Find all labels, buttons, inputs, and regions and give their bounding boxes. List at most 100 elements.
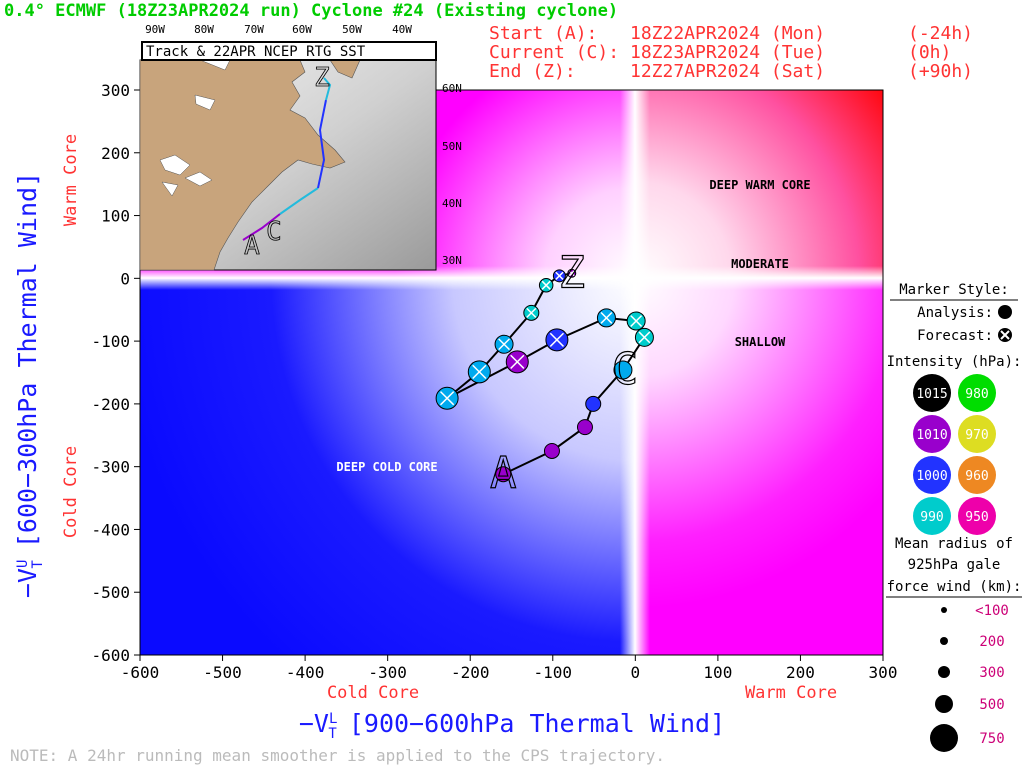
info-offset: (0h) <box>908 42 951 63</box>
quadrant <box>635 278 883 655</box>
x-tick-label: 100 <box>703 663 732 682</box>
forecast-cross <box>472 364 487 380</box>
y-core-label: Cold Core <box>61 446 81 538</box>
intensity-label: 960 <box>965 469 988 484</box>
axis-text: [900−600hPa Thermal Wind] <box>349 709 725 738</box>
legend-heading: Mean radius of <box>895 536 1013 552</box>
info-label: Start (A): <box>489 23 597 44</box>
y-tick-label: 100 <box>101 207 130 226</box>
y-tick-label: 200 <box>101 144 130 163</box>
trajectory: A CZ <box>435 247 654 500</box>
legend-heading: 925hPa gale <box>908 557 1001 573</box>
intensity-swatch <box>958 374 996 412</box>
analysis-marker <box>576 419 593 436</box>
info-date: 18Z22APR2024 (Mon) <box>630 23 825 44</box>
x-tick-label: -100 <box>534 663 573 682</box>
region-label: SHALLOW <box>735 335 786 349</box>
intensity-label: 950 <box>965 510 988 525</box>
legend-heading: Intensity (hPa): <box>887 354 1022 370</box>
y-tick-label: -100 <box>91 332 130 351</box>
size-legend-marker <box>930 724 958 752</box>
intensity-swatch <box>958 456 996 494</box>
forecast-cross <box>568 270 575 277</box>
map-track <box>279 187 319 215</box>
map-lakes <box>159 59 231 197</box>
forecast-cross <box>600 311 613 324</box>
size-legend-marker <box>935 695 953 713</box>
intensity-label: 1015 <box>916 387 947 402</box>
intensity-label: 1000 <box>916 469 947 484</box>
y-tick-label: 0 <box>120 269 130 288</box>
forecast-cross <box>630 315 643 327</box>
lon-label: 70W <box>244 23 264 36</box>
size-legend-marker <box>940 637 948 645</box>
axis-text: [600−300hPa Thermal Wind] <box>13 172 42 548</box>
intensity-label: 970 <box>965 428 988 443</box>
point-letter: C <box>612 344 639 395</box>
info-offset: (+90h) <box>908 61 973 82</box>
analysis-marker <box>613 360 633 380</box>
intensity-swatch <box>913 456 951 494</box>
point-letter: A <box>490 448 517 499</box>
size-legend-marker <box>941 607 947 613</box>
y-core-label: Warm Core <box>61 134 81 226</box>
map-land <box>139 59 346 271</box>
plot-frame <box>139 89 884 656</box>
y-axis-label: −VUT [600−300hPa Thermal Wind] <box>13 172 46 598</box>
point-letter: Z <box>559 247 586 298</box>
forecast-cross <box>510 354 525 369</box>
note: NOTE: A 24hr running mean smoother is ap… <box>10 746 665 765</box>
x-tick-label: -500 <box>203 663 242 682</box>
lat-label: 60N <box>442 82 462 95</box>
axis-sub: T <box>328 726 337 742</box>
forecast-cross <box>541 280 551 290</box>
map-title: Track & 22APR NCEP RTG SST <box>146 44 366 60</box>
size-legend-label: 300 <box>979 665 1004 681</box>
intensity-swatch <box>958 497 996 535</box>
legend-heading: force wind (km): <box>887 579 1022 595</box>
axis-sub: T <box>30 560 46 569</box>
region-label: MODERATE <box>731 257 789 271</box>
axis-symbol: −V <box>299 709 329 738</box>
forecast-cross <box>549 332 565 347</box>
legend-entry: Analysis: <box>917 305 993 321</box>
lat-label: 40N <box>442 197 462 210</box>
legend: Marker Style: Analysis: Forecast: Intens… <box>886 282 1022 752</box>
size-legend-label: 750 <box>979 731 1004 747</box>
info-date: 12Z27APR2024 (Sat) <box>630 61 825 82</box>
lon-label: 40W <box>392 23 412 36</box>
lon-label: 80W <box>194 23 214 36</box>
lat-label: 50N <box>442 140 462 153</box>
ticks: -600 -500 -400 -300 -200 -100 0 100 200 300 -600 -5… <box>91 81 897 682</box>
y-tick-label: -200 <box>91 395 130 414</box>
x-tick-label: -300 <box>368 663 407 682</box>
y-tick-label: -300 <box>91 458 130 477</box>
axis-symbol: −V <box>13 568 42 598</box>
y-tick-label: -600 <box>91 646 130 665</box>
size-legend-marker <box>938 666 950 678</box>
axis-sup: U <box>15 560 31 568</box>
inset-map: Track & 22APR NCEP RTG SST 90W 80W 70W 6… <box>139 23 462 271</box>
forecast-cross <box>638 331 651 344</box>
size-legend-label: 500 <box>979 697 1004 713</box>
intensity-swatch <box>913 497 951 535</box>
info-offset: (-24h) <box>908 23 973 44</box>
size-legend-label: <100 <box>975 603 1009 619</box>
analysis-marker <box>585 395 602 412</box>
x-tick-label: 300 <box>869 663 898 682</box>
x-tick-label: 200 <box>786 663 815 682</box>
info-label: End (Z): <box>489 61 576 82</box>
region-label: DEEP WARM CORE <box>709 178 810 192</box>
intensity-swatch <box>958 415 996 453</box>
x-tick-label: -200 <box>451 663 490 682</box>
forecast-cross <box>555 271 564 280</box>
map-header <box>141 41 437 61</box>
intensity-swatch <box>913 415 951 453</box>
lon-label: 90W <box>145 23 165 36</box>
y-tick-label: -500 <box>91 583 130 602</box>
legend-marker <box>1000 330 1010 340</box>
intensity-label: 990 <box>920 510 943 525</box>
chart-title: 0.4° ECMWF (18Z23APR2024 run) Cyclone #2… <box>4 1 618 21</box>
x-tick-label: -600 <box>121 663 160 682</box>
